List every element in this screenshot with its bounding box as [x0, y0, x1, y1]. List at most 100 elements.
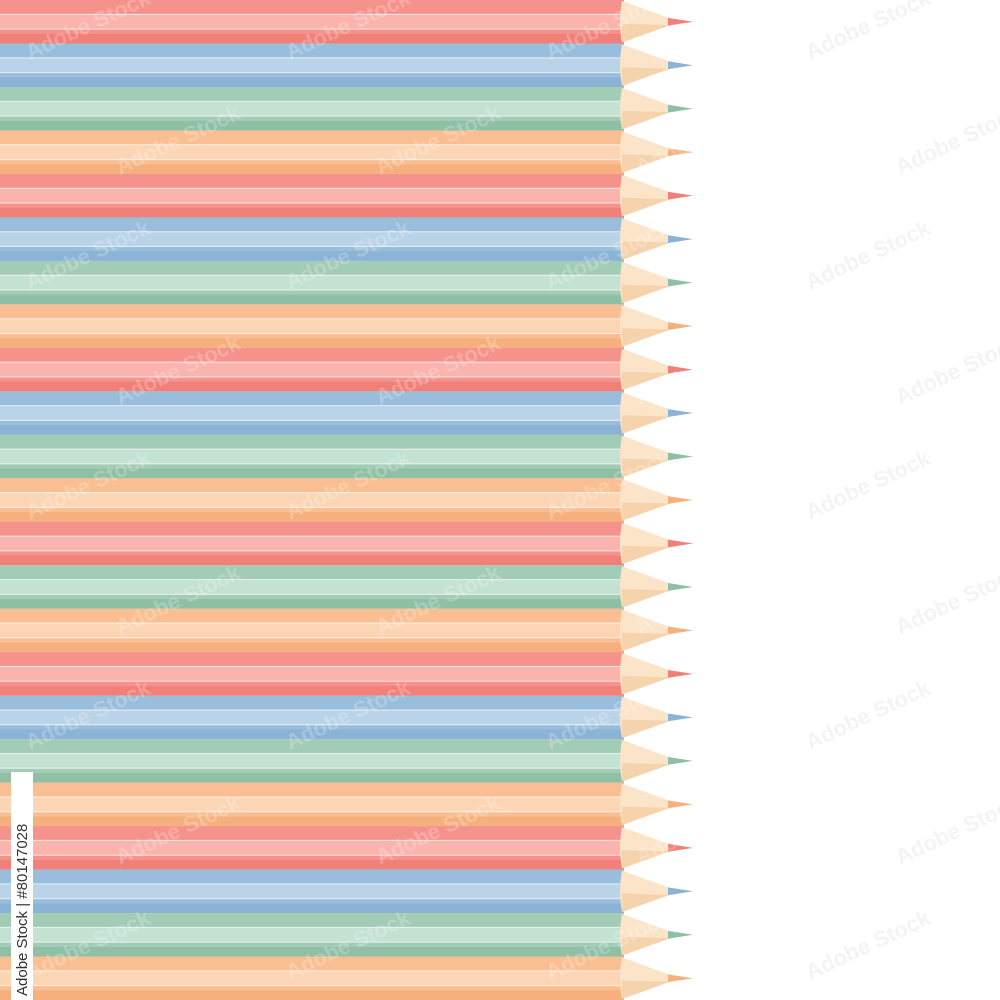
pencil-highlight	[0, 753, 624, 769]
pencil-wood-shade	[622, 241, 670, 260]
pencil-wood-shade	[622, 936, 670, 956]
pencil-shadow	[0, 425, 624, 435]
pencil-shadow	[0, 555, 624, 566]
pencil	[0, 521, 693, 566]
pencil-highlight	[0, 970, 624, 986]
pencil	[0, 173, 693, 218]
pencil-highlight	[0, 318, 624, 334]
pencil-highlight	[0, 231, 624, 247]
pencil-tip	[668, 756, 693, 765]
pencil	[0, 956, 693, 1000]
pencil-shadow	[0, 468, 624, 479]
pencil-tip	[668, 452, 693, 461]
pencil-wood-shade	[622, 67, 670, 86]
pencil-shadow	[0, 207, 624, 218]
pencil-shadow	[0, 946, 624, 957]
pencil-wood-shade	[622, 197, 670, 217]
pencil-highlight	[0, 449, 624, 464]
pencil-highlight	[0, 536, 624, 551]
pencil-wood-shade	[622, 632, 670, 652]
pencil-highlight	[0, 927, 624, 943]
pencil	[0, 43, 693, 87]
pencil	[0, 217, 693, 261]
pencil-shadow	[0, 33, 624, 44]
pencil-highlight	[0, 579, 624, 595]
pencil-highlight	[0, 796, 624, 812]
pencil	[0, 695, 693, 740]
pencil-tip	[668, 235, 693, 244]
pencil-highlight	[0, 492, 624, 508]
pencil-wood-shade	[622, 110, 670, 130]
pencil-highlight	[0, 666, 624, 682]
pencil	[0, 565, 693, 609]
pencil-tip	[668, 496, 693, 504]
pencil	[0, 826, 693, 870]
pencil-highlight	[0, 840, 624, 856]
pencil-highlight	[0, 883, 624, 899]
side-label-box	[11, 772, 33, 1000]
pencil-wood-shade	[622, 23, 670, 43]
pencil-tip	[668, 539, 693, 548]
pencil-tip	[668, 17, 693, 26]
pencil-highlight	[0, 188, 624, 204]
pencil-wood-shade	[622, 458, 670, 478]
pencil-highlight	[0, 57, 624, 73]
pencil-shadow	[0, 686, 624, 696]
pencil-tip	[668, 104, 693, 113]
pencil-tip	[668, 191, 693, 200]
pencils	[0, 0, 693, 1000]
pencil-tip	[668, 626, 693, 635]
pencil-highlight	[0, 14, 624, 30]
pencil-wood-shade	[622, 676, 670, 695]
pencil-shadow	[0, 338, 624, 348]
pencil	[0, 434, 693, 479]
pencil-highlight	[0, 101, 624, 117]
pencil-tip	[668, 322, 693, 330]
pencil	[0, 0, 693, 44]
pencil-tip	[668, 670, 693, 678]
pencil	[0, 260, 693, 305]
pencil-highlight	[0, 623, 624, 638]
pencil-shadow	[0, 251, 624, 261]
pencil-wood-shade	[622, 502, 670, 521]
pencil-shadow	[0, 816, 624, 827]
pencil	[0, 304, 693, 348]
pencil-tip	[668, 713, 693, 722]
pencil-tip	[668, 365, 693, 374]
pencil-tip	[668, 843, 693, 852]
pencil-highlight	[0, 710, 624, 725]
pencil-tip	[668, 61, 693, 70]
pencil-tip	[668, 974, 693, 983]
pencil-tip	[668, 583, 693, 591]
pencil	[0, 608, 693, 653]
pencil	[0, 130, 693, 174]
pencil-wood-shade	[622, 284, 670, 304]
pencil-wood-shade	[622, 154, 670, 173]
pencil	[0, 391, 693, 435]
pencil-shadow	[0, 860, 624, 870]
pencil-shadow	[0, 990, 624, 1000]
pencil	[0, 913, 693, 957]
pencil-wood-shade	[622, 589, 670, 608]
pencil-wood-shade	[622, 719, 670, 739]
pencil-shadow	[0, 729, 624, 740]
pencil-shadow	[0, 599, 624, 609]
pencil-shadow	[0, 773, 624, 783]
pencil-wood-shade	[622, 415, 670, 434]
pencil-shadow	[0, 381, 624, 392]
pencil-wood-shade	[622, 371, 670, 391]
pencil-wood-shade	[622, 850, 670, 869]
pencil-tip	[668, 887, 693, 896]
side-label-group: Adobe Stock | #80147028	[11, 772, 33, 1000]
pencil-wood-shade	[622, 980, 670, 999]
pencil	[0, 869, 693, 914]
pencil-wood-shade	[622, 763, 670, 782]
pencil-shadow	[0, 164, 624, 174]
pencil-highlight	[0, 362, 624, 377]
pencil-shadow	[0, 903, 624, 914]
pencil-wood-shade	[622, 328, 670, 347]
pencil-highlight	[0, 144, 624, 160]
pencil-shadow	[0, 120, 624, 131]
pencil-tip	[668, 148, 693, 157]
